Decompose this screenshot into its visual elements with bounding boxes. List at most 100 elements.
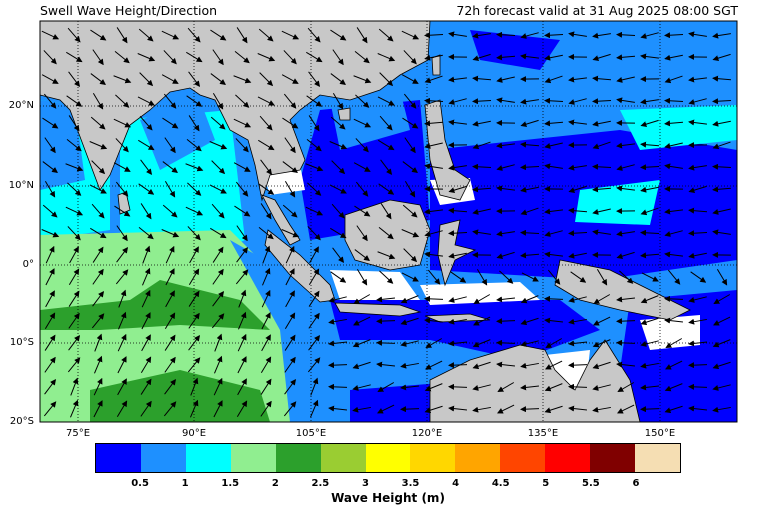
swell-arrow [332,247,345,263]
swell-arrow [283,93,297,109]
swell-arrow [44,312,56,329]
swell-arrow [113,118,132,128]
colorbar-tick-label: 4.5 [491,478,510,489]
swell-arrow [117,333,127,352]
swell-arrow [356,27,368,44]
swell-arrow [424,383,443,392]
swell-arrow [307,182,322,196]
swell-arrow [236,247,249,263]
colorbar-segment [635,444,680,472]
swell-arrow [164,312,176,329]
swell-arrow [306,51,323,63]
swell-arrow [379,115,393,131]
colorbar-segment [320,444,366,472]
colorbar-tick-label: 1 [181,478,189,489]
swell-arrow [356,225,368,242]
swell-arrow [424,32,444,39]
swell-arrow [188,335,201,351]
swell-arrow [402,117,419,129]
colorbar-segment [410,444,456,472]
colorbar-segment [185,444,231,472]
swell-arrow [260,356,272,373]
swell-arrow [284,356,296,373]
swell-arrow [68,335,81,351]
lat-label-10s: 10°S [9,337,34,348]
swell-arrow [377,251,396,260]
swell-arrow [400,406,420,413]
swell-arrow [520,384,540,391]
swell-arrow [235,138,249,153]
swell-arrow [41,30,60,40]
swell-arrow [283,401,297,417]
swell-arrow [472,229,491,236]
swell-arrow [664,251,683,258]
swell-arrow [616,142,635,149]
swell-arrow [496,164,515,171]
swell-arrow [89,184,107,194]
swell-arrow [688,296,707,303]
swell-arrow [283,50,297,65]
swell-arrow [664,120,684,127]
swell-arrow [260,159,273,175]
swell-arrow [690,271,707,283]
swell-arrow [665,360,683,370]
swell-arrow [402,161,418,174]
swell-arrow [331,160,346,175]
swell-arrow [212,49,224,66]
swell-arrow [310,377,319,396]
swell-arrow [496,142,515,149]
swell-arrow [261,289,271,308]
swell-arrow [138,28,154,42]
swell-arrow [448,98,467,105]
swell-arrow [688,31,707,38]
swell-arrow [593,316,611,326]
swell-arrow [92,93,104,110]
swell-arrow [284,379,297,395]
swell-arrow [45,245,55,264]
swell-arrow [448,185,467,194]
swell-arrow [68,71,81,87]
swell-arrow [282,161,298,174]
swell-arrow [688,340,708,347]
swell-arrow [67,182,82,196]
swell-arrow [212,268,224,285]
swell-arrow [448,383,468,390]
swell-arrow [210,73,226,86]
colorbar-tick-label: 2.5 [311,478,330,489]
swell-arrow [496,97,515,104]
colorbar-segment [500,444,546,472]
swell-arrow [140,378,152,395]
swell-arrow [424,120,444,127]
swell-arrow [164,379,177,395]
swell-arrow [212,93,224,110]
swell-arrow [190,399,199,418]
swell-arrow [91,203,105,219]
swell-arrow [164,181,176,198]
swell-arrow [568,405,588,412]
swell-arrow [617,404,635,414]
swell-arrow [45,290,55,308]
swell-arrow [473,294,491,305]
swell-arrow [402,204,418,218]
swell-arrow [282,117,299,129]
swell-arrow [238,311,247,330]
colorbar-segment [140,444,186,472]
swell-arrow [44,181,56,198]
swell-arrow [640,53,659,60]
swell-arrow [211,313,225,329]
swell-arrow [262,267,271,286]
swell-arrow [185,163,204,172]
lon-label-75e: 75°E [65,428,91,439]
swell-arrow [712,361,731,370]
swell-arrow [448,340,468,347]
colorbar-tick-label: 2 [271,478,279,489]
swell-arrow [688,318,707,325]
swell-arrow [140,159,153,175]
swell-arrow [377,53,396,62]
swell-arrow [211,160,226,175]
colorbar-tick-label: 5 [542,478,550,489]
forecast-valid-time: 72h forecast valid at 31 Aug 2025 08:00 … [456,3,738,18]
swell-arrow [332,49,344,66]
swell-arrow [688,119,707,126]
swell-arrow [162,161,178,174]
